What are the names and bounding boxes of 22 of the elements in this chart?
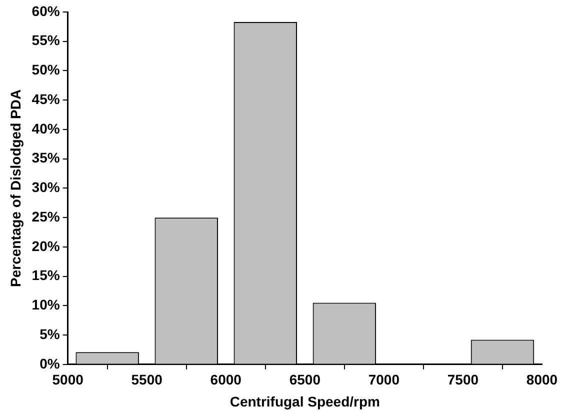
y-tick-label: 20% [32,238,60,254]
x-tick-label: 6000 [210,372,242,388]
x-tick-label: 8000 [526,372,558,388]
y-tick-label: 35% [32,150,60,166]
y-tick-label: 40% [32,120,60,136]
x-tick-label: 5000 [52,372,84,388]
x-tick-label: 6500 [289,372,321,388]
x-axis-title: Centrifugal Speed/rpm [230,393,380,410]
y-tick-label: 5% [40,326,60,342]
y-axis-title: Percentage of Dislodged PDA [7,89,24,287]
y-tick-label: 45% [32,90,60,107]
y-tick-label: 55% [32,32,60,48]
y-tick-label: 30% [32,179,60,196]
x-tick-label: 5500 [131,372,163,388]
y-tick-label: 25% [32,208,60,224]
y-tick-label: 10% [32,296,60,313]
y-tick-label: 50% [32,62,60,78]
y-tick-label: 15% [32,267,60,284]
x-tick-label: 7500 [447,372,479,388]
y-tick-label: 0% [40,355,60,372]
y-tick-label: 60% [32,2,60,19]
x-tick-label: 7000 [368,372,400,388]
